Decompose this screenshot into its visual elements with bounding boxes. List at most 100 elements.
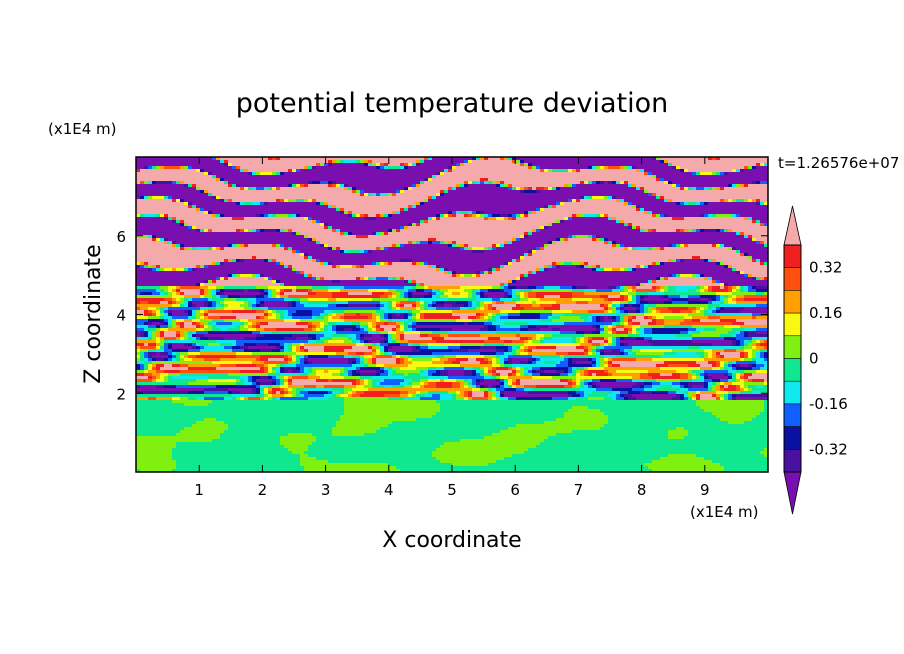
heatmap-cell — [576, 163, 581, 167]
heatmap-cell — [176, 244, 181, 248]
heatmap-cell — [200, 169, 205, 173]
heatmap-cell — [572, 178, 577, 182]
heatmap-cell — [572, 235, 577, 239]
heatmap-cell — [156, 205, 161, 209]
heatmap-cell — [672, 238, 677, 242]
heatmap-cell — [456, 223, 461, 227]
heatmap-cell — [704, 169, 709, 173]
heatmap-cell — [456, 250, 461, 254]
heatmap-cell — [628, 199, 633, 203]
heatmap-cell — [528, 217, 533, 221]
heatmap-cell — [576, 169, 581, 173]
heatmap-cell — [240, 184, 245, 188]
heatmap-cell — [624, 157, 629, 161]
heatmap-cell — [296, 223, 301, 227]
heatmap-cell — [312, 214, 317, 218]
heatmap-cell — [244, 166, 249, 170]
heatmap-cell — [236, 247, 241, 251]
heatmap-cell — [684, 160, 689, 164]
heatmap-cell — [692, 187, 697, 191]
heatmap-cell — [756, 169, 761, 173]
heatmap-cell — [192, 175, 197, 179]
heatmap-cell — [344, 160, 349, 164]
heatmap-cell — [584, 193, 589, 197]
heatmap-cell — [292, 226, 297, 230]
heatmap-cell — [416, 184, 421, 188]
heatmap-cell — [600, 157, 605, 161]
heatmap-cell — [164, 247, 169, 251]
heatmap-cell — [512, 238, 517, 242]
heatmap-cell — [184, 163, 189, 167]
heatmap-cell — [240, 214, 245, 218]
heatmap-cell — [216, 238, 221, 242]
heatmap-cell — [712, 184, 717, 188]
heatmap-cell — [260, 178, 265, 182]
heatmap-cell — [568, 205, 573, 209]
heatmap-cell — [348, 160, 353, 164]
heatmap-cell — [184, 199, 189, 203]
heatmap-cell — [412, 202, 417, 206]
heatmap-cell — [564, 193, 569, 197]
heatmap-cell — [576, 181, 581, 185]
heatmap-cell — [684, 229, 689, 233]
heatmap-cell — [496, 214, 501, 218]
heatmap-cell — [604, 217, 609, 221]
heatmap-cell — [760, 205, 765, 209]
heatmap-cell — [220, 223, 225, 227]
heatmap-cell — [544, 172, 549, 176]
heatmap-cell — [396, 211, 401, 215]
heatmap-cell — [136, 223, 141, 227]
heatmap-cell — [576, 244, 581, 248]
heatmap-cell — [184, 178, 189, 182]
heatmap-cell — [512, 202, 517, 206]
heatmap-cell — [660, 160, 665, 164]
heatmap-cell — [272, 157, 277, 161]
heatmap-cell — [272, 175, 277, 179]
heatmap-cell — [264, 193, 269, 197]
heatmap-cell — [748, 241, 753, 245]
heatmap-cell — [508, 184, 513, 188]
heatmap-cell — [200, 187, 205, 191]
heatmap-cell — [596, 193, 601, 197]
heatmap-cell — [340, 250, 345, 254]
heatmap-cell — [376, 187, 381, 191]
heatmap-cell — [668, 220, 673, 224]
heatmap-cell — [644, 235, 649, 239]
heatmap-cell — [524, 220, 529, 224]
heatmap-cell — [192, 187, 197, 191]
heatmap-cell — [340, 163, 345, 167]
heatmap-cell — [148, 193, 153, 197]
heatmap-cell — [728, 193, 733, 197]
heatmap-cell — [600, 166, 605, 170]
heatmap-cell — [676, 187, 681, 191]
heatmap-cell — [724, 235, 729, 239]
heatmap-cell — [144, 226, 149, 230]
heatmap-cell — [564, 229, 569, 233]
heatmap-cell — [216, 193, 221, 197]
heatmap-cell — [544, 217, 549, 221]
heatmap-cell — [504, 223, 509, 227]
heatmap-cell — [200, 238, 205, 242]
heatmap-cell — [728, 190, 733, 194]
heatmap-cell — [260, 208, 265, 212]
heatmap-cell — [528, 190, 533, 194]
heatmap-cell — [632, 235, 637, 239]
heatmap-cell — [336, 172, 341, 176]
heatmap-cell — [268, 178, 273, 182]
heatmap-cell — [180, 241, 185, 245]
heatmap-cell — [500, 250, 505, 254]
heatmap-cell — [272, 163, 277, 167]
heatmap-cell — [280, 211, 285, 215]
heatmap-cell — [272, 244, 277, 248]
heatmap-cell — [180, 181, 185, 185]
heatmap-cell — [200, 172, 205, 176]
heatmap-cell — [424, 178, 429, 182]
heatmap-cell — [584, 214, 589, 218]
heatmap-cell — [600, 226, 605, 230]
heatmap-cell — [220, 229, 225, 233]
heatmap-cell — [524, 193, 529, 197]
heatmap-cell — [208, 214, 213, 218]
heatmap-cell — [284, 175, 289, 179]
heatmap-cell — [284, 157, 289, 161]
heatmap-cell — [532, 187, 537, 191]
